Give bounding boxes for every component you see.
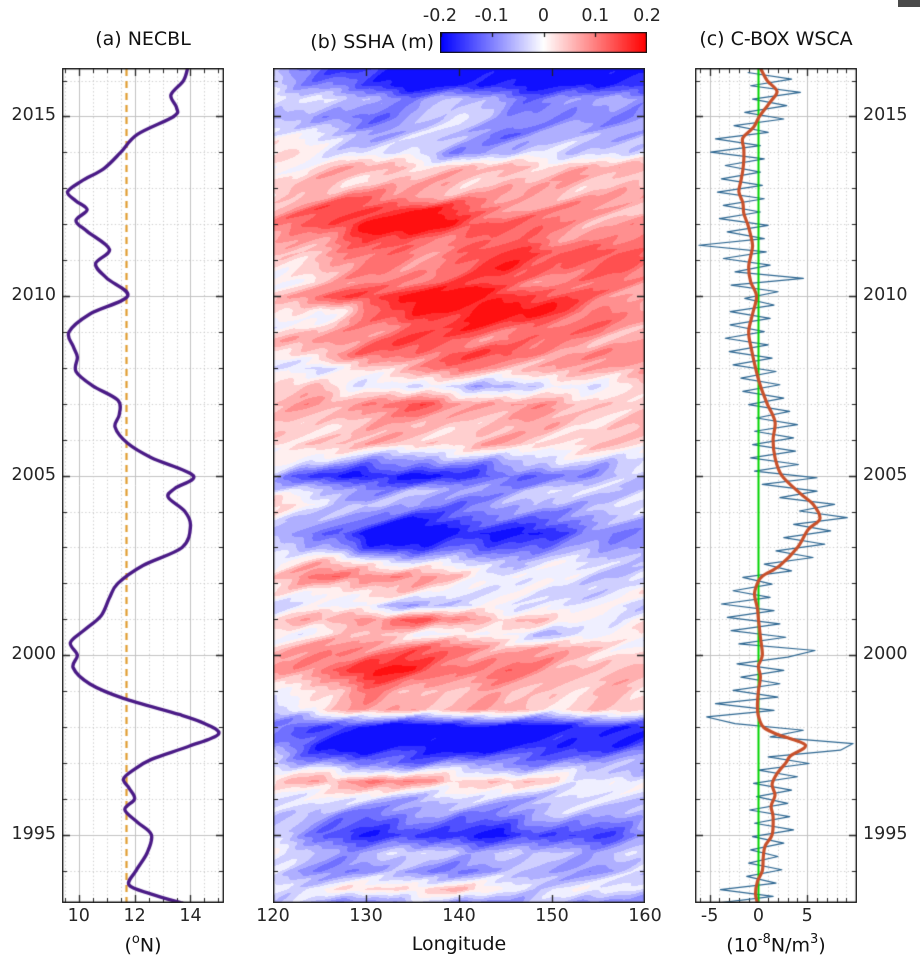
xlabel-a-p2: N) <box>139 934 162 957</box>
time-tick-label-right: 1995 <box>863 823 908 844</box>
panel-c-xtick-label: -5 <box>700 906 719 926</box>
panel-b-xtick-label: 160 <box>628 906 662 926</box>
time-tick-label-right: 2010 <box>863 285 908 306</box>
ssha-colorbar <box>440 32 647 53</box>
panel-b-xaxis-label: Longitude <box>411 933 507 955</box>
panel-b-title: (b) SSHA (m) <box>310 31 434 53</box>
panel-a-xaxis-label: (oN) <box>62 932 224 957</box>
time-tick-label-right: 2005 <box>863 464 908 485</box>
xlabel-c-p3: ) <box>818 934 826 957</box>
panel-a-xtick-label: 14 <box>179 906 202 926</box>
panel-b-xtick-label: 150 <box>535 906 569 926</box>
panel-c-xtick-label: 5 <box>801 906 813 926</box>
xlabel-c-p1: (10 <box>726 934 758 957</box>
xlabel-c-sup1: -8 <box>757 932 771 947</box>
time-tick-label-right: 2015 <box>863 105 908 126</box>
panel-b-xtick-label: 120 <box>256 906 290 926</box>
panel-b-hovmoller-plot <box>273 68 645 903</box>
panel-b-xtick-label: 140 <box>442 906 476 926</box>
time-tick-label-left: 2010 <box>11 285 56 306</box>
xlabel-c-p2: N/m <box>770 934 810 957</box>
xlabel-a-p1: ( <box>124 934 132 957</box>
time-tick-label-left: 2000 <box>11 644 56 665</box>
panel-a-plot <box>62 68 224 903</box>
panel-c-title: (c) C-BOX WSCA <box>699 28 853 50</box>
time-tick-label-right: 2000 <box>863 644 908 665</box>
colorbar-tick-label: -0.1 <box>474 6 509 26</box>
xlabel-a-sup: o <box>131 932 140 947</box>
colorbar-tick-label: 0.1 <box>581 6 610 26</box>
colorbar-tick-label: -0.2 <box>422 6 458 26</box>
panel-c-plot <box>695 68 857 903</box>
panel-a-xtick-label: 12 <box>123 906 146 926</box>
panel-b-xtick-label: 130 <box>349 906 383 926</box>
panel-a-xtick-label: 10 <box>67 906 90 926</box>
panel-c-xaxis-label: (10-8N/m3) <box>676 932 876 957</box>
time-tick-label-left: 2015 <box>11 105 56 126</box>
panel-c-xtick-label: 0 <box>752 906 764 926</box>
time-tick-label-left: 2005 <box>11 464 56 485</box>
colorbar-tick-label: 0 <box>537 6 550 26</box>
time-tick-label-left: 1995 <box>11 823 56 844</box>
crop-artifact <box>898 0 920 7</box>
xlabel-c-sup2: 3 <box>809 932 819 947</box>
colorbar-tick-label: 0.2 <box>633 6 661 26</box>
panel-a-title: (a) NECBL <box>95 28 191 50</box>
